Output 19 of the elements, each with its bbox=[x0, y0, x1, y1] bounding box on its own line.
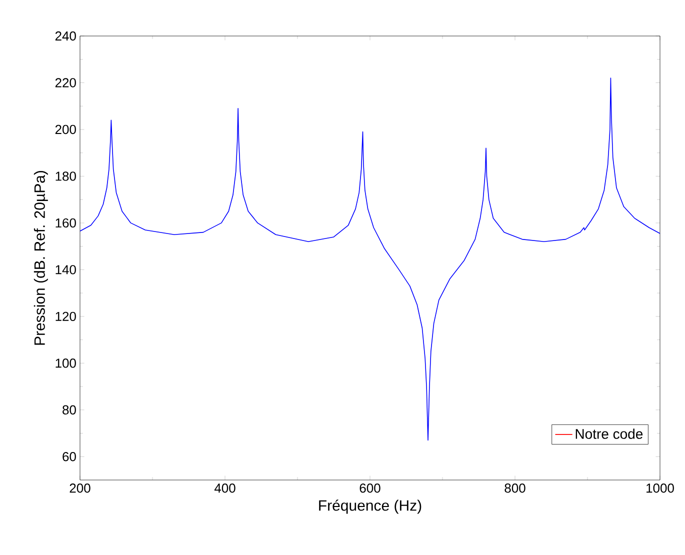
y-tick-label: 160 bbox=[56, 218, 76, 228]
y-tick-label: 180 bbox=[56, 172, 76, 181]
x-tick-label: 200 bbox=[70, 484, 90, 493]
y-tick-label: 200 bbox=[55, 124, 76, 134]
x-tick-label: 600 bbox=[360, 484, 380, 493]
y-tick-label: 240 bbox=[55, 31, 76, 41]
legend-label: Notre code bbox=[576, 428, 643, 439]
y-tick-label: 100 bbox=[56, 358, 76, 368]
y-tick-label: 80 bbox=[62, 405, 76, 414]
y-tick-label: 220 bbox=[55, 78, 76, 88]
y-axis-title: Pression (dB. Ref. 20µPa) bbox=[34, 170, 48, 345]
x-tick-label: 400 bbox=[214, 484, 236, 493]
x-tick-label: 1000 bbox=[646, 484, 674, 493]
x-tick-label: 800 bbox=[504, 484, 526, 493]
x-axis-title: Fréquence (Hz) bbox=[319, 500, 422, 514]
y-tick-label: 120 bbox=[56, 312, 76, 322]
line-series bbox=[80, 78, 660, 441]
y-tick-label: 60 bbox=[62, 452, 76, 462]
y-tick-label: 140 bbox=[56, 265, 76, 274]
